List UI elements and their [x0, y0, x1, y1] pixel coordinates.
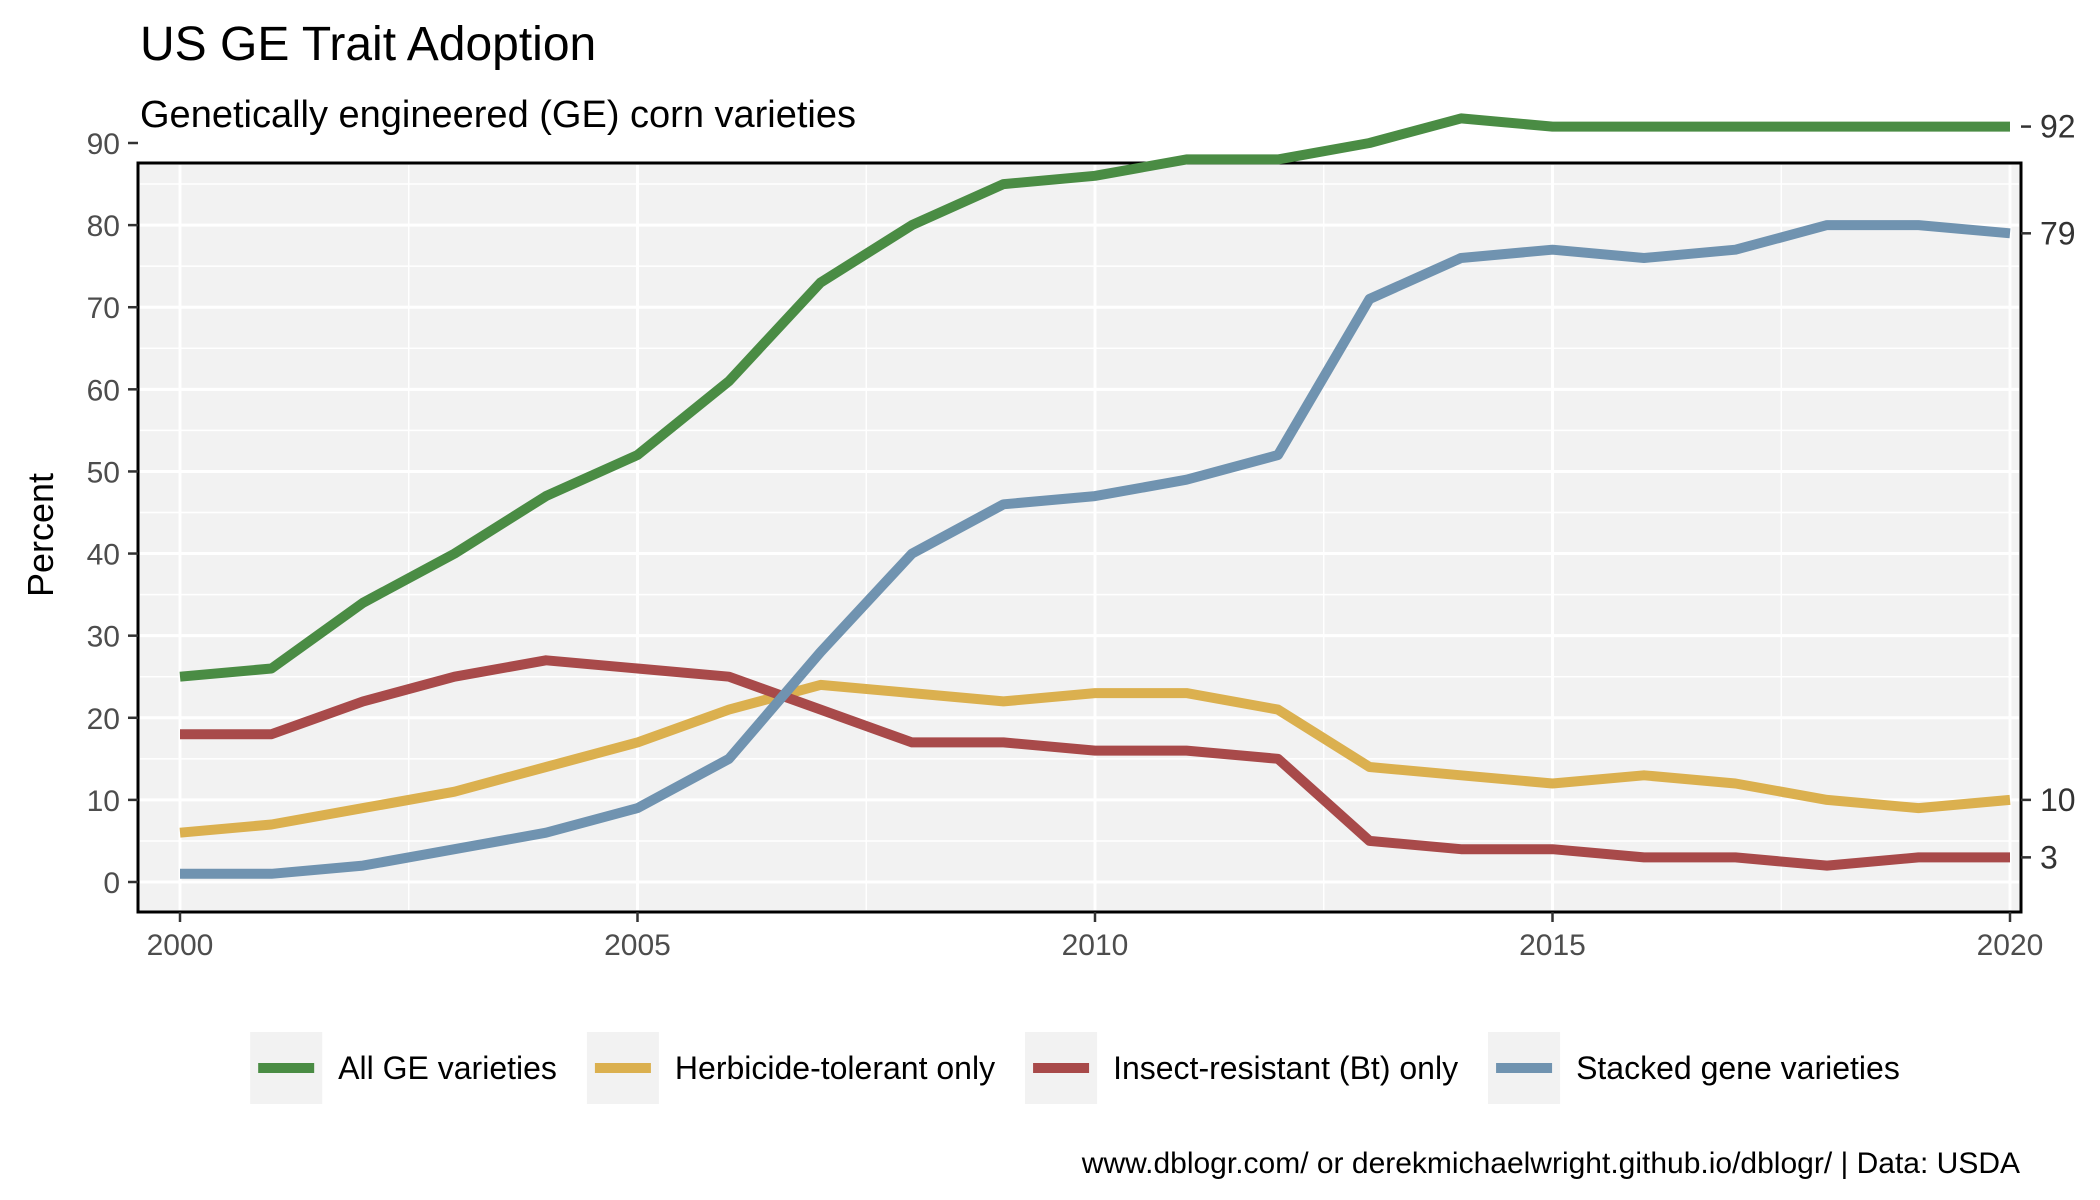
legend: All GE varieties Herbicide-tolerant only I… [250, 1032, 1900, 1104]
end-label-1: 92 [2040, 109, 2076, 145]
legend-label-2: Herbicide-tolerant only [675, 1050, 995, 1086]
y-tick-label: 20 [87, 703, 120, 736]
y-tick-label: 70 [87, 292, 120, 325]
y-tick-label: 10 [87, 785, 120, 818]
y-tick-label: 90 [87, 128, 120, 161]
y-tick-label: 30 [87, 621, 120, 654]
chart-subtitle: Genetically engineered (GE) corn varieti… [140, 94, 856, 136]
y-tick-label: 40 [87, 539, 120, 572]
x-tick-label: 2005 [604, 929, 671, 962]
y-tick-label: 60 [87, 374, 120, 407]
legend-label-1: All GE varieties [338, 1050, 557, 1086]
end-label-3: 3 [2040, 839, 2058, 875]
legend-label-4: Stacked gene varieties [1576, 1050, 1900, 1086]
y-tick-label: 80 [87, 210, 120, 243]
series-lines [179, 113, 2011, 879]
chart-title: US GE Trait Adoption [140, 18, 596, 71]
series-line-1 [179, 113, 2010, 682]
y-tick-label: 0 [103, 867, 120, 900]
series-line-4 [180, 220, 2011, 879]
x-tick-label: 2000 [147, 929, 214, 962]
y-axis-title: Percent [20, 473, 61, 597]
axes: 0 10 20 30 40 50 60 70 80 90 2000 2005 2010 2015 2020 [87, 128, 2044, 962]
series-line-2 [179, 679, 2011, 838]
legend-label-3: Insect-resistant (Bt) only [1113, 1050, 1458, 1086]
x-tick-label: 2010 [1062, 929, 1129, 962]
grid [140, 141, 2019, 910]
x-tick-label: 2015 [1519, 929, 1586, 962]
y-tick-label: 50 [87, 456, 120, 489]
caption: www.dblogr.com/ or derekmichaelwright.gi… [1081, 1147, 2020, 1180]
end-label-4: 79 [2040, 215, 2076, 251]
x-tick-label: 2020 [1977, 929, 2044, 962]
series-line-3 [180, 655, 2010, 871]
end-labels: 92 10 3 79 [2021, 109, 2076, 875]
end-label-2: 10 [2040, 782, 2076, 818]
